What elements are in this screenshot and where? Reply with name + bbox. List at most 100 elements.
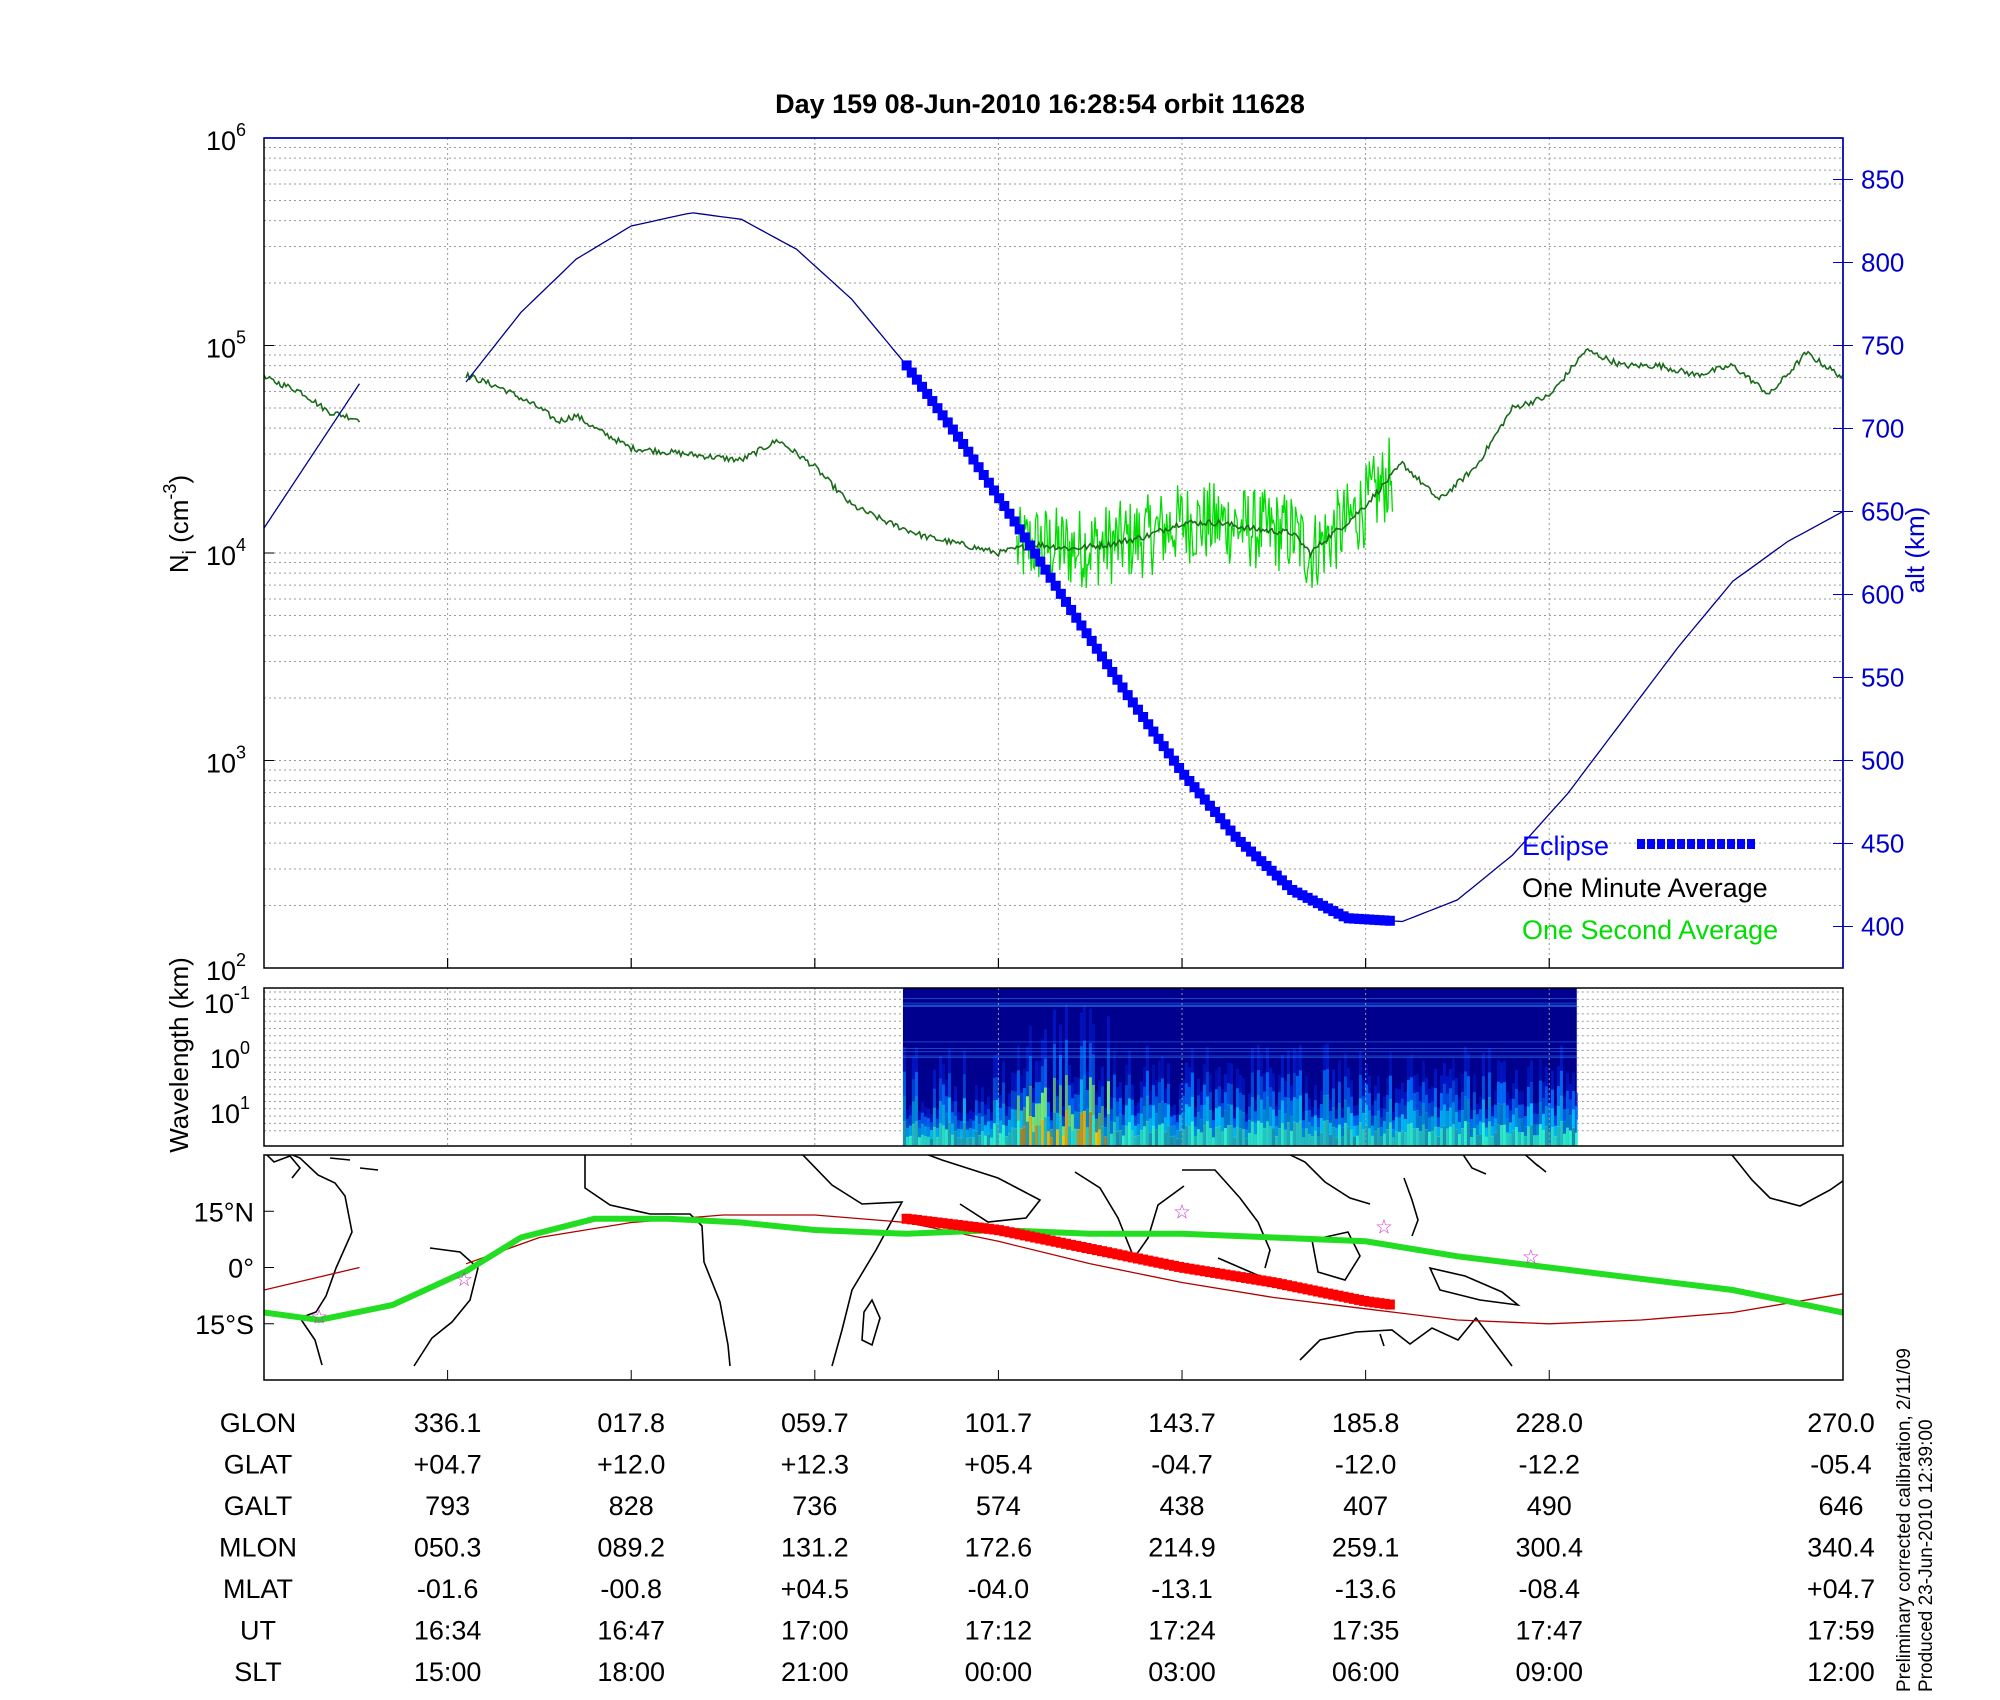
spectrogram-column (1016, 1120, 1020, 1147)
spectrogram-column (1388, 1052, 1392, 1077)
spectrogram-column (965, 1137, 969, 1147)
eclipse-track-marker (942, 1218, 953, 1229)
spectrogram-column (1010, 1109, 1014, 1129)
spectrogram-column (1487, 1096, 1491, 1122)
spectrogram-column (1379, 1136, 1383, 1147)
spectrogram-column (905, 1109, 909, 1120)
spectrogram-column (1358, 1122, 1362, 1147)
table-cell: +04.7 (1807, 1574, 1875, 1604)
spectrogram-column (1439, 1128, 1443, 1147)
map-gridlines (447, 1370, 1550, 1380)
spectrogram-column (1016, 1095, 1020, 1122)
eclipse-track-marker (1107, 1248, 1118, 1259)
spectrogram-column (1232, 1136, 1236, 1147)
table-cell: 574 (976, 1491, 1021, 1521)
table-cell: 16:34 (414, 1616, 482, 1646)
spectrogram-column (1037, 1124, 1041, 1147)
eclipse-track-marker (901, 1213, 912, 1224)
spectrogram-column (950, 1101, 954, 1113)
spectrogram-column (1466, 1076, 1470, 1101)
spectrogram-column (1481, 1122, 1485, 1147)
eclipse-track-marker (1359, 1295, 1370, 1306)
spectrogram-column (1538, 1124, 1542, 1147)
spectrogram-column (1322, 1095, 1326, 1122)
spectrogram-column (1220, 1088, 1224, 1104)
eclipse-marker (1076, 620, 1087, 631)
spectrogram-column (1076, 1111, 1080, 1130)
table-cell: +05.4 (964, 1450, 1032, 1480)
table-cell: 646 (1818, 1491, 1863, 1521)
spectrogram-column (1247, 1093, 1251, 1108)
table-cell: 15:00 (414, 1657, 482, 1687)
spectrogram-column (1262, 1091, 1266, 1111)
spectrogram-column (1394, 1117, 1398, 1133)
eclipse-marker (1019, 532, 1030, 543)
spectrogram-column (1574, 1119, 1578, 1134)
eclipse-marker (994, 493, 1005, 504)
spectrogram-column (1022, 1107, 1026, 1128)
altitude-tick-label: 750 (1861, 331, 1904, 361)
eclipse-track-marker (1014, 1229, 1025, 1240)
spectrogram-column (1019, 1092, 1023, 1112)
spectrogram-column (932, 1126, 936, 1147)
spectrogram-column (1328, 1111, 1332, 1124)
spectrogram-column (935, 1127, 939, 1138)
spectrogram-column (1343, 1053, 1347, 1077)
spectrogram-column (1031, 1116, 1035, 1132)
spectrogram-column (1292, 1097, 1296, 1123)
table-cell: 21:00 (781, 1657, 849, 1687)
spectrogram-column (905, 1136, 909, 1147)
spectrogram-column (1442, 1104, 1446, 1126)
spectrogram-column (1004, 1105, 1008, 1117)
spectrogram-column (1394, 1102, 1398, 1118)
spectrogram-column (971, 1112, 975, 1122)
spectrogram-column (1181, 1078, 1185, 1097)
eclipse-marker (1251, 851, 1262, 862)
eclipse-marker (1102, 659, 1113, 670)
spectrogram-column (1253, 1111, 1257, 1124)
spectrogram-column (1493, 1118, 1497, 1133)
eclipse-track-marker (1266, 1277, 1277, 1288)
spectrogram-column (998, 1095, 1002, 1109)
spectrogram-column (1508, 1122, 1512, 1135)
spectrogram-column (1535, 1113, 1539, 1126)
spectrogram-column (992, 1077, 996, 1102)
eclipse-marker (1024, 540, 1035, 551)
spectrogram-column (1226, 1104, 1230, 1126)
eclipse-track-marker (1148, 1256, 1159, 1267)
spectrogram-column (1088, 1008, 1092, 1044)
spectrogram-column (968, 1128, 972, 1138)
spectrogram-column (995, 1053, 999, 1078)
spectrogram-column (1091, 1054, 1095, 1086)
legend-eclipse-marker (1737, 839, 1745, 849)
spectrogram-column (1223, 1092, 1227, 1111)
spectrogram-column (1121, 1125, 1125, 1137)
eclipse-track-marker (1132, 1253, 1143, 1264)
spectrogram-column (1466, 1122, 1470, 1147)
spectrogram-column (1268, 1126, 1272, 1147)
table-cell: 16:47 (597, 1616, 665, 1646)
table-row-label: GALT (224, 1491, 293, 1521)
spectrogram-column (1376, 1110, 1380, 1129)
spectrogram-column (1067, 1105, 1071, 1127)
table-cell: +04.7 (413, 1450, 481, 1480)
spectrogram-column (1100, 1126, 1104, 1147)
spectrogram-column (1019, 1075, 1023, 1094)
spectrogram-column (1454, 1129, 1458, 1147)
spectrogram-column (1223, 1110, 1227, 1129)
spectrogram-column (1454, 1078, 1458, 1096)
spectrogram-column (1370, 1105, 1374, 1116)
spectrogram-column (1115, 1131, 1119, 1147)
spectrogram-column (1373, 1100, 1377, 1117)
spectrogram-column (1274, 1116, 1278, 1127)
spectrogram-column (1424, 1077, 1428, 1096)
spectrogram-column (980, 1101, 984, 1117)
spectrogram-column (1211, 1137, 1215, 1147)
spectrogram-column (1181, 1095, 1185, 1113)
spectrogram-column (1553, 1105, 1557, 1117)
spectrogram-column (1055, 1129, 1059, 1147)
spectrogram-column (1199, 1118, 1203, 1133)
eclipse-marker (1179, 769, 1190, 780)
eclipse-track-marker (917, 1215, 928, 1226)
spectrogram-column (1271, 1109, 1275, 1129)
